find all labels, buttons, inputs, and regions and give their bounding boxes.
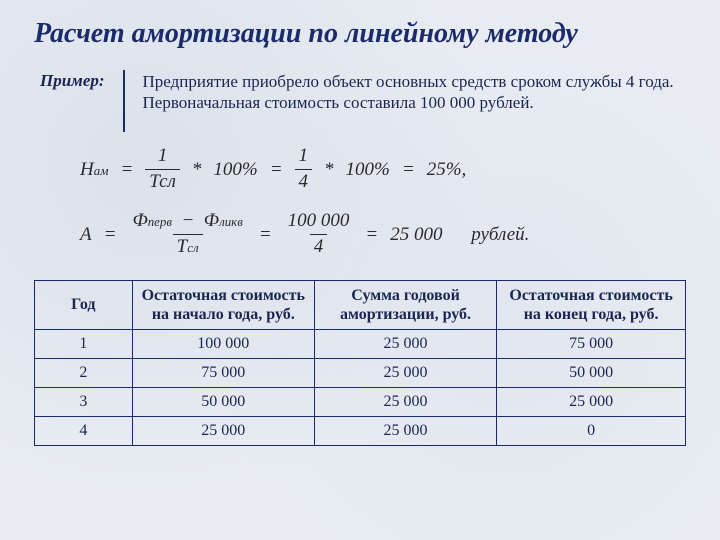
formula-1: Нам = 1 Тсл * 100% = 1 4 * 100% = 25%,	[80, 146, 686, 193]
cell: 2	[35, 358, 133, 387]
cell: 1	[35, 329, 133, 358]
table-row: 4 25 000 25 000 0	[35, 416, 686, 445]
cell: 4	[35, 416, 133, 445]
cell: 0	[497, 416, 686, 445]
col-header: Остаточная стоимость на конец года, руб.	[497, 280, 686, 329]
example-divider	[123, 70, 125, 132]
cell: 25 000	[497, 387, 686, 416]
col-header: Сумма годовой амортизации, руб.	[314, 280, 496, 329]
example-label: Пример:	[40, 70, 105, 132]
cell: 50 000	[497, 358, 686, 387]
cell: 100 000	[132, 329, 314, 358]
table-row: 2 75 000 25 000 50 000	[35, 358, 686, 387]
cell: 25 000	[314, 358, 496, 387]
col-header: Год	[35, 280, 133, 329]
cell: 25 000	[314, 329, 496, 358]
amortization-table: Год Остаточная стоимость на начало года,…	[34, 280, 686, 446]
page-title: Расчет амортизации по линейному методу	[34, 18, 686, 50]
cell: 25 000	[132, 416, 314, 445]
cell: 50 000	[132, 387, 314, 416]
example-text: Предприятие приобрело объект основных ср…	[143, 70, 686, 132]
cell: 3	[35, 387, 133, 416]
formulas-block: Нам = 1 Тсл * 100% = 1 4 * 100% = 25%, А…	[34, 146, 686, 258]
cell: 75 000	[132, 358, 314, 387]
table-row: 1 100 000 25 000 75 000	[35, 329, 686, 358]
col-header: Остаточная стоимость на начало года, руб…	[132, 280, 314, 329]
cell: 75 000	[497, 329, 686, 358]
table-row: 3 50 000 25 000 25 000	[35, 387, 686, 416]
formula-2: А = Фперв − Фликв Тсл = 100 000 4 = 25 0…	[80, 211, 686, 258]
example-block: Пример: Предприятие приобрело объект осн…	[34, 70, 686, 132]
cell: 25 000	[314, 416, 496, 445]
cell: 25 000	[314, 387, 496, 416]
table-header-row: Год Остаточная стоимость на начало года,…	[35, 280, 686, 329]
